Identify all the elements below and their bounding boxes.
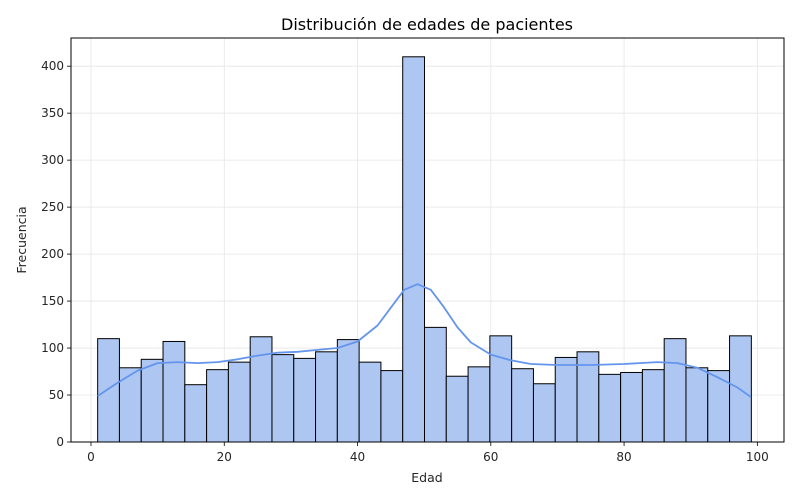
histogram-bars	[97, 56, 752, 443]
histogram-bar-12	[358, 361, 382, 443]
histogram-bar-13	[380, 370, 404, 443]
kde-curve	[97, 283, 752, 398]
x-tick-label-1: 20	[217, 450, 232, 464]
x-tick-label-2: 40	[350, 450, 365, 464]
x-axis-title: Edad	[411, 470, 442, 485]
histogram-bar-23	[598, 373, 622, 443]
x-tick-label-3: 60	[483, 450, 498, 464]
y-tick-label-1: 50	[49, 388, 64, 402]
histogram-bar-18	[489, 335, 513, 443]
y-tick-label-4: 200	[41, 247, 64, 261]
y-tick-label-7: 350	[41, 106, 64, 120]
y-tick-label-0: 0	[56, 435, 64, 449]
histogram-bar-26	[663, 338, 687, 443]
histogram-bar-6	[227, 361, 251, 443]
histogram-bar-14	[402, 56, 426, 443]
plot-frame	[70, 37, 785, 443]
histogram-bar-15	[424, 326, 447, 443]
kde-line	[97, 283, 752, 398]
histogram-bar-27	[685, 367, 709, 443]
histogram-bar-17	[467, 366, 491, 443]
y-tick-label-2: 100	[41, 341, 64, 355]
y-tick-label-8: 400	[41, 59, 64, 73]
histogram-bar-24	[620, 371, 643, 443]
x-tick-label-5: 100	[746, 450, 769, 464]
y-tick-label-3: 150	[41, 294, 64, 308]
y-axis-title: Frecuencia	[14, 206, 29, 273]
histogram-bar-2	[140, 358, 164, 443]
x-tick-label-0: 0	[87, 450, 95, 464]
grid-lines	[71, 38, 784, 443]
histogram-bar-10	[315, 351, 338, 443]
histogram-bar-3	[162, 340, 186, 443]
y-tick-label-5: 250	[41, 200, 64, 214]
y-tick-label-6: 300	[41, 153, 64, 167]
histogram-bar-25	[641, 369, 665, 443]
chart-title: Distribución de edades de pacientes	[281, 15, 573, 34]
histogram-bar-11	[336, 339, 360, 443]
histogram-bar-0	[97, 338, 120, 443]
histogram-bar-5	[206, 369, 229, 443]
histogram-bar-16	[445, 375, 469, 443]
histogram-bar-8	[271, 354, 295, 443]
y-axis-ticks: 0 50 100 150 200 250 300 350 400	[41, 59, 71, 449]
x-axis-ticks: 0 20 40 60 80 100	[87, 442, 769, 464]
histogram-bar-21	[554, 356, 578, 443]
histogram-bar-20	[532, 383, 556, 443]
x-tick-label-4: 80	[616, 450, 631, 464]
histogram-bar-19	[511, 368, 534, 443]
histogram-bar-4	[184, 384, 208, 443]
histogram-bar-7	[249, 336, 273, 443]
histogram-bar-9	[293, 357, 317, 443]
